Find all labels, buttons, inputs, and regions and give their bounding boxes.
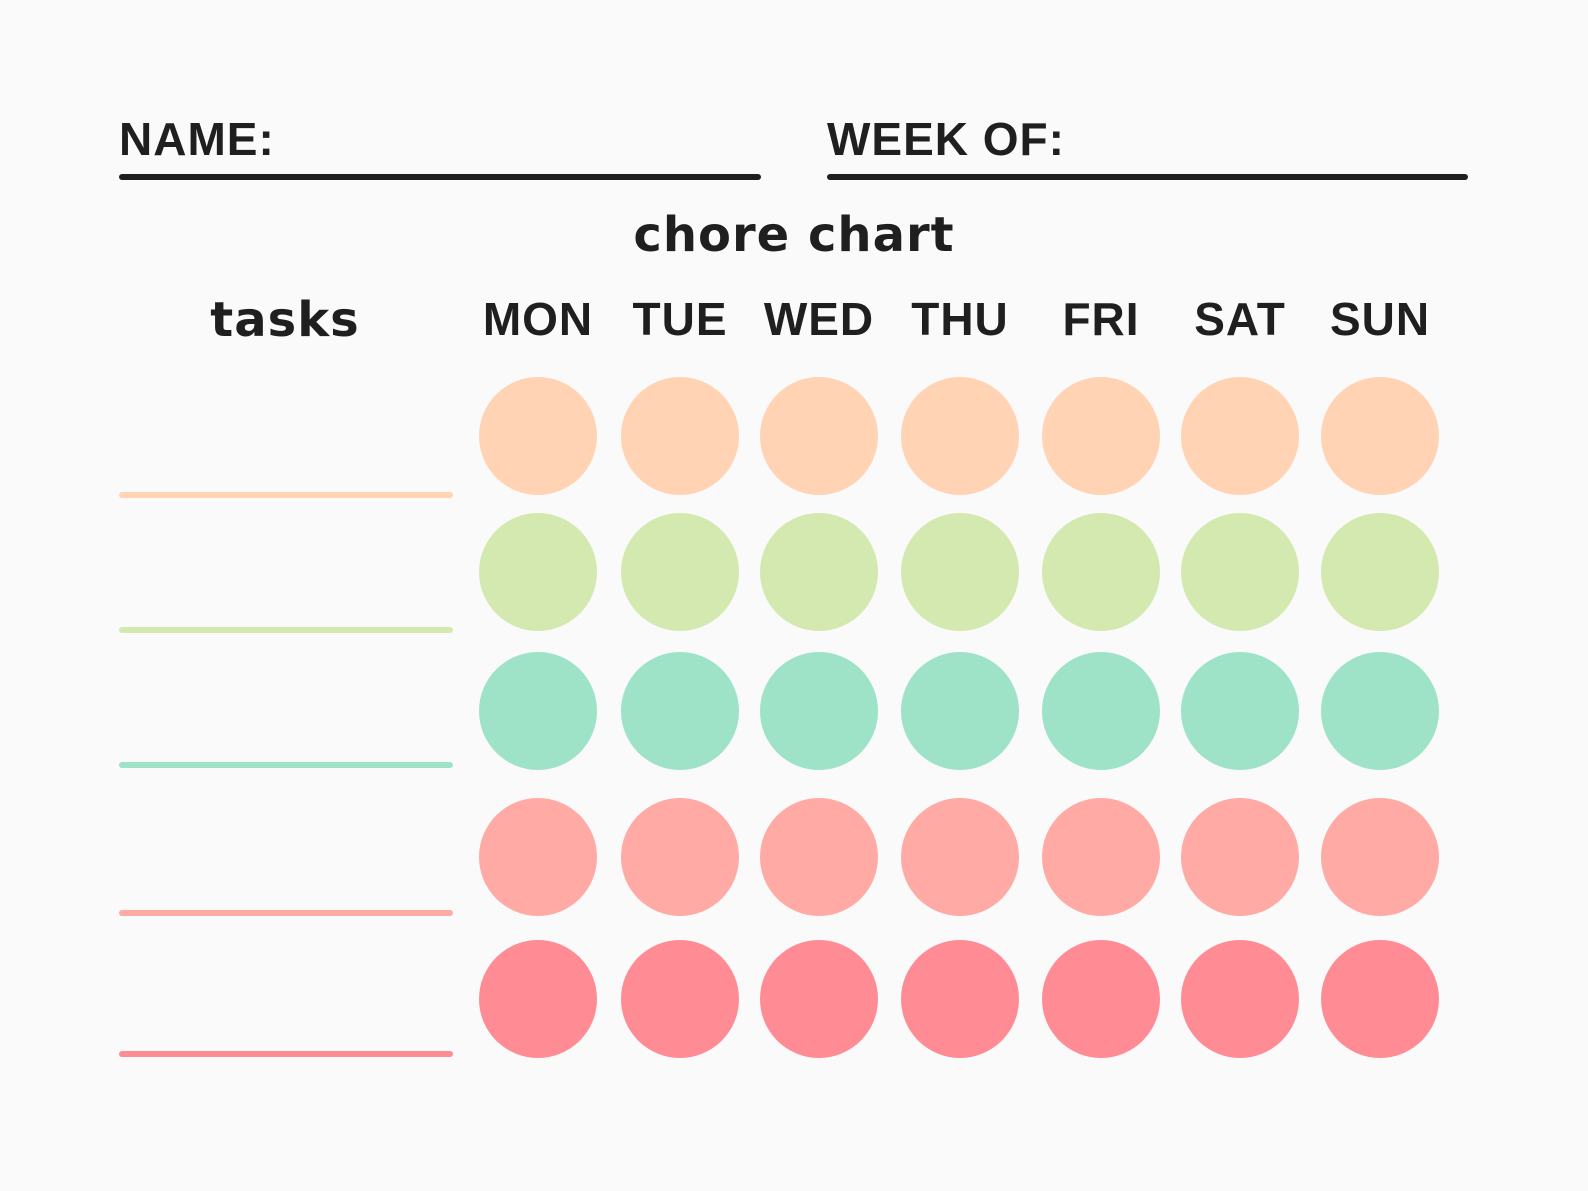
day-label-mon: MON	[482, 293, 594, 345]
day-label-tue: TUE	[632, 293, 728, 345]
checkoff-circle-row5-tue[interactable]	[621, 940, 739, 1058]
checkoff-circle-row2-mon[interactable]	[479, 513, 597, 631]
checkoff-circle-row5-fri[interactable]	[1042, 940, 1160, 1058]
checkoff-circle-row2-fri[interactable]	[1042, 513, 1160, 631]
day-label-wed: WED	[763, 293, 875, 345]
checkoff-circle-row4-mon[interactable]	[479, 798, 597, 916]
task-write-line-5[interactable]	[119, 1051, 453, 1057]
checkoff-circle-row2-sun[interactable]	[1321, 513, 1439, 631]
checkoff-circle-row1-tue[interactable]	[621, 377, 739, 495]
checkoff-circle-row4-fri[interactable]	[1042, 798, 1160, 916]
checkoff-circle-row1-thu[interactable]	[901, 377, 1019, 495]
checkoff-circle-row2-tue[interactable]	[621, 513, 739, 631]
checkoff-circle-row4-wed[interactable]	[760, 798, 878, 916]
checkoff-circle-row3-sun[interactable]	[1321, 652, 1439, 770]
task-write-line-2[interactable]	[119, 627, 453, 633]
name-label: NAME:	[119, 113, 275, 165]
task-write-line-1[interactable]	[119, 492, 453, 498]
checkoff-circle-row4-sat[interactable]	[1181, 798, 1299, 916]
checkoff-circle-row3-wed[interactable]	[760, 652, 878, 770]
day-label-fri: FRI	[1062, 293, 1140, 345]
checkoff-circle-row3-thu[interactable]	[901, 652, 1019, 770]
day-label-sun: SUN	[1329, 293, 1431, 345]
week-of-label: WEEK OF:	[827, 113, 1065, 165]
checkoff-circle-row4-tue[interactable]	[621, 798, 739, 916]
checkoff-circle-row3-tue[interactable]	[621, 652, 739, 770]
checkoff-circle-row5-mon[interactable]	[479, 940, 597, 1058]
checkoff-circle-row1-wed[interactable]	[760, 377, 878, 495]
day-label-thu: THU	[911, 293, 1009, 345]
checkoff-circle-row3-sat[interactable]	[1181, 652, 1299, 770]
checkoff-circle-row5-wed[interactable]	[760, 940, 878, 1058]
checkoff-circle-row4-sun[interactable]	[1321, 798, 1439, 916]
checkoff-circle-row5-sat[interactable]	[1181, 940, 1299, 1058]
checkoff-circle-row5-sun[interactable]	[1321, 940, 1439, 1058]
checkoff-circle-row1-fri[interactable]	[1042, 377, 1160, 495]
checkoff-circle-row1-sat[interactable]	[1181, 377, 1299, 495]
tasks-header: tasks	[210, 292, 360, 348]
checkoff-circle-row2-thu[interactable]	[901, 513, 1019, 631]
task-write-line-3[interactable]	[119, 762, 453, 768]
checkoff-circle-row1-mon[interactable]	[479, 377, 597, 495]
checkoff-circle-row3-fri[interactable]	[1042, 652, 1160, 770]
checkoff-circle-row5-thu[interactable]	[901, 940, 1019, 1058]
week-of-write-line[interactable]	[827, 174, 1468, 180]
page-title: chore chart	[633, 207, 955, 263]
checkoff-circle-row2-wed[interactable]	[760, 513, 878, 631]
checkoff-circle-row1-sun[interactable]	[1321, 377, 1439, 495]
name-write-line[interactable]	[119, 174, 761, 180]
checkoff-circle-row3-mon[interactable]	[479, 652, 597, 770]
task-write-line-4[interactable]	[119, 910, 453, 916]
checkoff-circle-row2-sat[interactable]	[1181, 513, 1299, 631]
checkoff-circle-row4-thu[interactable]	[901, 798, 1019, 916]
day-label-sat: SAT	[1194, 293, 1286, 345]
